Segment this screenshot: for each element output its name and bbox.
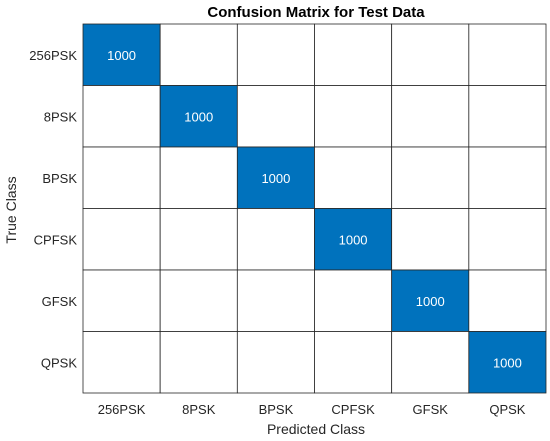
matrix-cell-CPFSK-QPSK — [468, 208, 547, 271]
matrix-cell-256PSK-CPFSK — [314, 23, 393, 86]
matrix-cell-BPSK-8PSK — [159, 146, 238, 209]
column-tick-label: BPSK — [259, 402, 294, 417]
column-tick-label: CPFSK — [331, 402, 375, 417]
matrix-cell-GFSK-CPFSK — [314, 269, 393, 332]
cell-value-CPFSK-CPFSK: 1000 — [339, 232, 368, 247]
row-tick-label: 8PSK — [44, 109, 78, 124]
matrix-cell-256PSK-256PSK — [82, 23, 161, 86]
matrix-cell-CPFSK-8PSK — [159, 208, 238, 271]
matrix-cell-CPFSK-GFSK — [391, 208, 470, 271]
row-tick-label: GFSK — [42, 294, 78, 309]
matrix-cell-8PSK-8PSK — [159, 85, 238, 148]
matrix-cell-8PSK-256PSK — [82, 85, 161, 148]
row-tick-label: QPSK — [41, 355, 77, 370]
matrix-cell-QPSK-GFSK — [391, 331, 470, 394]
row-tick-label: CPFSK — [34, 232, 78, 247]
matrix-cell-BPSK-GFSK — [391, 146, 470, 209]
matrix-cell-256PSK-GFSK — [391, 23, 470, 86]
matrix-cell-BPSK-BPSK — [236, 146, 315, 209]
cell-value-QPSK-QPSK: 1000 — [493, 355, 522, 370]
row-tick-labels: 256PSK 8PSK BPSK CPFSK GFSK QPSK — [29, 48, 77, 371]
matrix-cell-8PSK-GFSK — [391, 85, 470, 148]
matrix-cell-GFSK-8PSK — [159, 269, 238, 332]
column-tick-label: GFSK — [413, 402, 449, 417]
column-tick-label: 8PSK — [182, 402, 216, 417]
matrix-cell-CPFSK-256PSK — [82, 208, 161, 271]
cell-value-256PSK-256PSK: 1000 — [107, 48, 136, 63]
matrix-cell-8PSK-CPFSK — [314, 85, 393, 148]
cell-value-8PSK-8PSK: 1000 — [184, 109, 213, 124]
matrix-cell-CPFSK-CPFSK — [314, 208, 393, 271]
matrix-cell-QPSK-CPFSK — [314, 331, 393, 394]
matrix-cells: 1000 1000 1000 1000 1000 1000 — [82, 23, 547, 394]
matrix-cell-QPSK-QPSK — [468, 331, 547, 394]
matrix-cell-BPSK-256PSK — [82, 146, 161, 209]
cell-value-BPSK-BPSK: 1000 — [261, 171, 290, 186]
chart-title: Confusion Matrix for Test Data — [207, 4, 425, 21]
matrix-cell-256PSK-8PSK — [159, 23, 238, 86]
matrix-cell-QPSK-BPSK — [236, 331, 315, 394]
matrix-cell-256PSK-QPSK — [468, 23, 547, 86]
matrix-cell-8PSK-QPSK — [468, 85, 547, 148]
matrix-cell-QPSK-8PSK — [159, 331, 238, 394]
matrix-cell-GFSK-QPSK — [468, 269, 547, 332]
matrix-cell-GFSK-BPSK — [236, 269, 315, 332]
row-tick-label: BPSK — [42, 171, 77, 186]
matrix-cell-GFSK-GFSK — [391, 269, 470, 332]
matrix-cell-QPSK-256PSK — [82, 331, 161, 394]
matrix-cell-8PSK-BPSK — [236, 85, 315, 148]
matrix-cell-CPFSK-BPSK — [236, 208, 315, 271]
column-tick-labels: 256PSK 8PSK BPSK CPFSK GFSK QPSK — [98, 402, 526, 417]
matrix-cell-BPSK-CPFSK — [314, 146, 393, 209]
matrix-cell-GFSK-256PSK — [82, 269, 161, 332]
cell-value-GFSK-GFSK: 1000 — [416, 294, 445, 309]
matrix-cell-BPSK-QPSK — [468, 146, 547, 209]
column-tick-label: QPSK — [489, 402, 525, 417]
x-axis-label: Predicted Class — [267, 421, 365, 437]
matrix-cell-256PSK-BPSK — [236, 23, 315, 86]
y-axis-label: True Class — [3, 176, 19, 243]
column-tick-label: 256PSK — [98, 402, 146, 417]
row-tick-label: 256PSK — [29, 48, 77, 63]
